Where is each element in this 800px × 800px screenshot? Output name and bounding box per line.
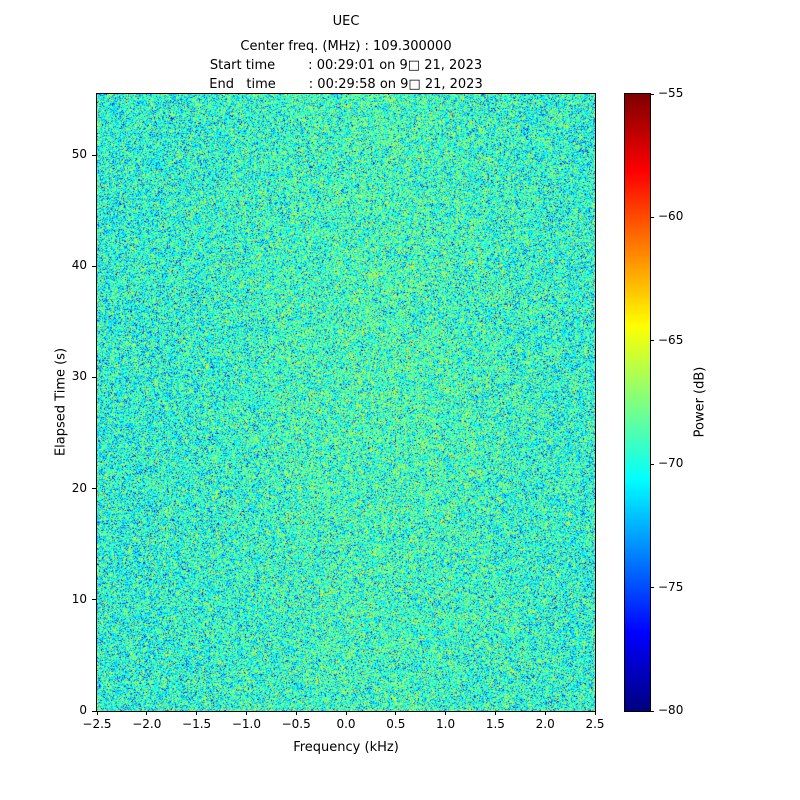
colorbar-tick-label: −55 — [658, 86, 684, 100]
colorbar-tick-label: −60 — [658, 209, 684, 224]
x-tick-mark — [295, 711, 297, 715]
x-tick-label: −1.5 — [182, 717, 212, 731]
colorbar-tick-label: −70 — [658, 456, 684, 471]
x-tick-mark — [594, 711, 596, 715]
colorbar-tick-mark — [650, 587, 654, 589]
y-tick-mark — [92, 265, 96, 267]
x-tick-label: 1.5 — [485, 717, 505, 731]
x-tick-label: −0.5 — [281, 717, 311, 731]
x-tick-mark — [196, 711, 198, 715]
x-tick-mark — [395, 711, 397, 715]
colorbar-tick-label: −80 — [658, 703, 684, 717]
x-tick-label: 1.0 — [436, 717, 456, 731]
plot-area — [96, 93, 596, 712]
x-tick-label: −2.5 — [82, 717, 112, 731]
colorbar-tick-mark — [650, 216, 654, 218]
x-tick-mark — [345, 711, 347, 715]
y-tick-mark — [92, 154, 96, 156]
colorbar — [624, 93, 651, 712]
y-tick-label: 50 — [71, 147, 87, 162]
y-tick-mark — [92, 710, 96, 712]
figure-title: UEC — [332, 14, 360, 29]
y-tick-label: 20 — [71, 480, 87, 495]
x-tick-mark — [494, 711, 496, 715]
colorbar-tick-mark — [650, 710, 654, 712]
colorbar-tick-label: −65 — [658, 332, 684, 347]
colorbar-tick-mark — [650, 463, 654, 465]
y-tick-label: 0 — [79, 703, 87, 717]
y-tick-label: 10 — [71, 591, 87, 606]
subtitle-end-time: End time : 00:29:58 on 9□ 21, 2023 — [209, 77, 483, 92]
x-tick-label: −1.0 — [231, 717, 261, 731]
colorbar-tick-mark — [650, 340, 654, 342]
colorbar-label: Power (dB) — [692, 366, 708, 438]
x-tick-label: 0.5 — [386, 717, 406, 731]
colorbar-tick-label: −75 — [658, 579, 684, 594]
x-tick-mark — [445, 711, 447, 715]
x-tick-label: 0.0 — [336, 717, 356, 731]
subtitle-start-time: Start time : 00:29:01 on 9□ 21, 2023 — [209, 58, 483, 73]
y-tick-label: 30 — [71, 369, 87, 384]
x-tick-mark — [544, 711, 546, 715]
x-axis-label: Frequency (kHz) — [293, 740, 399, 755]
y-axis-label: Elapsed Time (s) — [53, 347, 69, 457]
spectrogram-canvas — [97, 94, 595, 711]
x-tick-label: −2.0 — [132, 717, 162, 731]
colorbar-tick-mark — [650, 93, 654, 95]
x-tick-mark — [245, 711, 247, 715]
y-tick-label: 40 — [71, 258, 87, 273]
x-tick-label: 2.5 — [585, 717, 605, 731]
y-tick-mark — [92, 376, 96, 378]
x-tick-mark — [146, 711, 148, 715]
colorbar-gradient — [625, 94, 650, 711]
subtitle-center-freq: Center freq. (MHz) : 109.300000 — [240, 39, 452, 54]
y-tick-mark — [92, 599, 96, 601]
x-tick-label: 2.0 — [535, 717, 555, 731]
x-tick-mark — [96, 711, 98, 715]
y-tick-mark — [92, 488, 96, 490]
